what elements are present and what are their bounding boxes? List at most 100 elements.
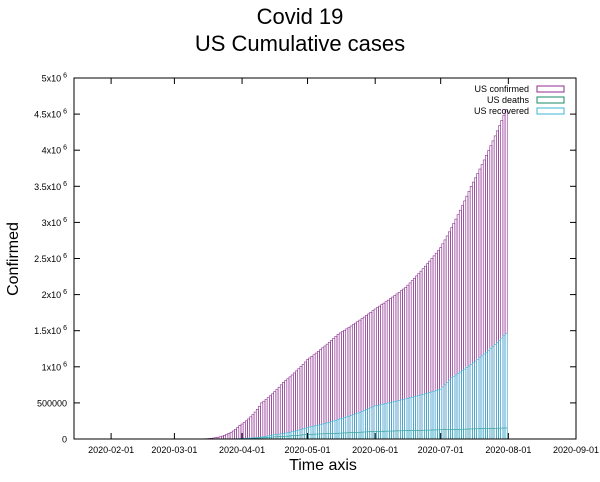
bar — [295, 435, 299, 440]
bars-layer — [173, 109, 508, 440]
bar — [443, 384, 447, 440]
bar — [358, 431, 362, 440]
bar — [277, 386, 281, 440]
bar — [424, 265, 427, 440]
bar — [452, 223, 456, 440]
bar — [478, 357, 482, 440]
bar — [303, 427, 307, 440]
bar — [351, 324, 355, 440]
bar — [330, 421, 333, 440]
bar — [358, 412, 362, 440]
bar — [234, 429, 237, 440]
bar — [500, 427, 504, 440]
bar — [426, 263, 429, 440]
bar — [251, 414, 255, 440]
legend-label: US recovered — [474, 106, 529, 116]
bar — [375, 307, 379, 440]
bar — [386, 402, 390, 440]
bar — [498, 427, 501, 440]
bar — [362, 431, 366, 440]
bar — [354, 413, 357, 440]
bar — [417, 273, 421, 440]
x-axis-ticks: 2020-02-01 2020-03-01 2020-04-01 2020-05-01… — [88, 78, 599, 455]
bar — [448, 429, 451, 440]
y-tick-label: 2x10 6 — [42, 289, 67, 300]
bar — [297, 429, 301, 440]
bar — [380, 304, 384, 440]
bar — [463, 368, 467, 440]
bar — [496, 130, 499, 440]
bar — [491, 428, 495, 440]
bar — [242, 422, 246, 440]
bar — [465, 195, 469, 440]
bar — [351, 414, 355, 440]
bar — [458, 428, 462, 440]
bar — [410, 396, 414, 440]
bar — [299, 429, 303, 440]
bar — [478, 168, 482, 440]
bar — [389, 402, 392, 440]
bar — [404, 287, 408, 440]
bar — [430, 429, 434, 440]
bar — [443, 429, 447, 440]
bar — [325, 422, 329, 440]
bar — [301, 364, 305, 440]
bar — [434, 252, 438, 440]
bar — [356, 412, 360, 440]
bar — [469, 364, 473, 440]
bar — [382, 302, 386, 440]
y-tick-label: 5x10 6 — [42, 73, 67, 84]
bar — [419, 394, 423, 440]
bar — [450, 429, 453, 440]
bar — [245, 420, 248, 440]
bar — [419, 270, 423, 440]
bar — [343, 329, 347, 440]
bar — [415, 395, 419, 440]
bar — [410, 280, 414, 440]
bar — [384, 403, 388, 440]
bar — [317, 351, 320, 440]
bar — [397, 400, 401, 440]
legend-label: US confirmed — [474, 84, 529, 94]
bar — [365, 431, 368, 440]
bar — [330, 340, 333, 440]
bar — [467, 365, 471, 440]
bar — [371, 406, 375, 440]
bar — [293, 435, 296, 440]
bar — [469, 428, 473, 440]
bar — [247, 418, 251, 440]
bar — [461, 205, 464, 440]
bar — [284, 380, 288, 440]
bar — [421, 393, 425, 440]
bar — [354, 432, 357, 440]
bar — [426, 429, 429, 440]
bar — [461, 370, 464, 440]
bar — [454, 218, 458, 440]
bar — [476, 428, 480, 440]
bar — [367, 431, 371, 440]
bar — [273, 391, 277, 440]
bar — [338, 432, 342, 440]
bar — [389, 298, 392, 440]
bar — [408, 397, 412, 440]
x-tick-label: 2020-07-01 — [418, 445, 464, 455]
bar — [489, 428, 493, 440]
bar — [356, 432, 360, 440]
bar — [310, 426, 314, 440]
bar — [391, 430, 395, 440]
y-tick-label: 1x10 6 — [42, 361, 67, 372]
bar — [417, 395, 421, 440]
bar — [290, 374, 294, 440]
bar — [347, 327, 351, 440]
bar — [334, 419, 338, 440]
bar — [308, 433, 312, 440]
bar — [231, 430, 235, 440]
bar — [371, 310, 375, 440]
bar — [439, 247, 443, 440]
bar — [463, 200, 467, 440]
bar — [293, 430, 296, 440]
bar — [312, 433, 316, 440]
bar — [321, 347, 325, 440]
y-tick-label: 4x10 6 — [42, 145, 67, 156]
